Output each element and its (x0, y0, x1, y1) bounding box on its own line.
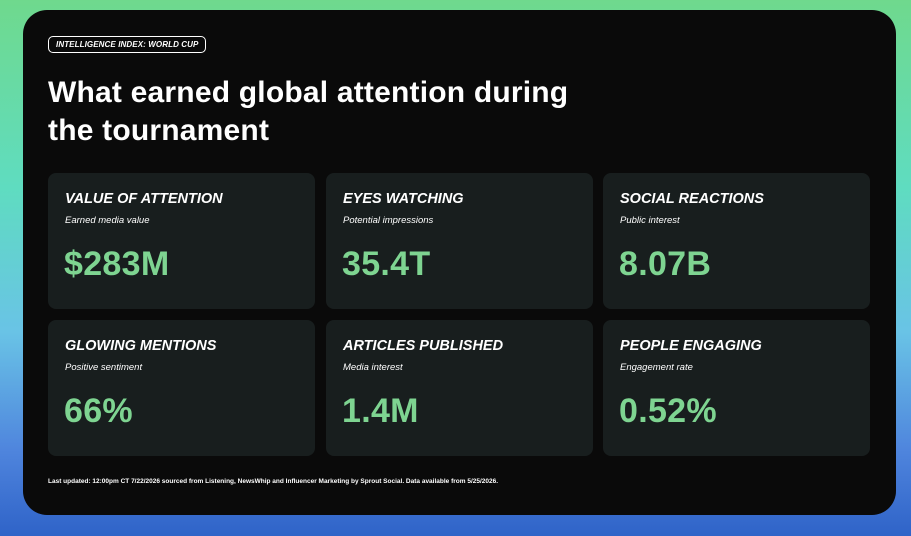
metric-subtitle: Engagement rate (620, 362, 693, 373)
dashboard-card: INTELLIGENCE INDEX: WORLD CUP What earne… (23, 10, 896, 515)
metric-value: $283M (64, 245, 170, 283)
metric-title: PEOPLE ENGAGING (620, 338, 762, 354)
footer-note: Last updated: 12:00pm CT 7/22/2026 sourc… (48, 478, 499, 485)
metric-tile-value-of-attention: VALUE OF ATTENTION Earned media value $2… (48, 173, 315, 309)
metric-subtitle: Public interest (620, 215, 680, 226)
metric-subtitle: Media interest (343, 362, 403, 373)
metric-tile-articles-published: ARTICLES PUBLISHED Media interest 1.4M (326, 320, 593, 456)
metric-value: 1.4M (342, 392, 419, 430)
metric-title: VALUE OF ATTENTION (65, 191, 223, 207)
metric-tile-social-reactions: SOCIAL REACTIONS Public interest 8.07B (603, 173, 870, 309)
metric-tile-eyes-watching: EYES WATCHING Potential impressions 35.4… (326, 173, 593, 309)
metric-subtitle: Potential impressions (343, 215, 434, 226)
metric-value: 8.07B (619, 245, 712, 283)
metric-subtitle: Positive sentiment (65, 362, 143, 373)
page-title-line-2: the tournament (48, 114, 270, 147)
index-tag: INTELLIGENCE INDEX: WORLD CUP (48, 36, 207, 53)
metric-tile-glowing-mentions: GLOWING MENTIONS Positive sentiment 66% (48, 320, 315, 456)
metric-title: ARTICLES PUBLISHED (343, 338, 504, 354)
metric-value: 0.52% (619, 392, 717, 430)
metric-title: EYES WATCHING (343, 191, 464, 207)
page-title-line-1: What earned global attention during (48, 76, 569, 109)
metric-value: 35.4T (342, 245, 431, 283)
metric-title: SOCIAL REACTIONS (620, 191, 764, 207)
metric-subtitle: Earned media value (65, 215, 150, 226)
metric-tile-people-engaging: PEOPLE ENGAGING Engagement rate 0.52% (603, 320, 870, 456)
metric-title: GLOWING MENTIONS (65, 338, 217, 354)
metric-value: 66% (64, 392, 133, 430)
page-title: What earned global attention during the … (48, 74, 688, 150)
